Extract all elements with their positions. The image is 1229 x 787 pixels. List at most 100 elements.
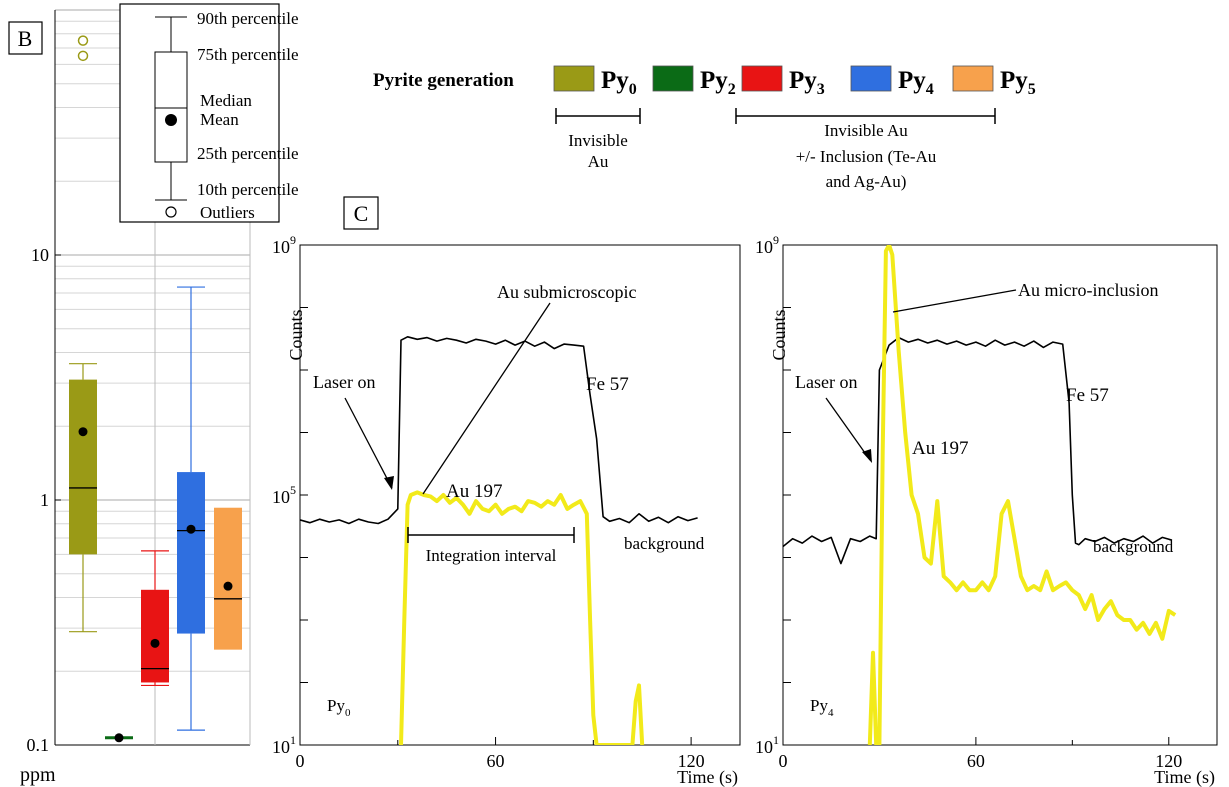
boxplot-legend: 90th percentile 75th percentile Median M… [119, 3, 299, 223]
chart2-x-tick-label: 60 [967, 751, 985, 771]
panel-b-tick-labels: 0.1 1 10 [27, 245, 61, 755]
swatch-label-subscript: 4 [926, 81, 934, 98]
panel-b-tick-label: 0.1 [27, 735, 50, 755]
legend-outlier-marker [165, 206, 177, 218]
annot-laser-on-1: Laser on [313, 372, 375, 392]
box-py4 [177, 472, 205, 634]
chart1-y-tick-exponent: 1 [290, 733, 296, 747]
annot-background-2: background [1093, 537, 1174, 556]
chart2-y-tick-label: 109 [755, 233, 779, 257]
chart2-x-tick-label: 120 [1155, 751, 1182, 771]
panel-b-tick-label: 1 [40, 490, 49, 510]
panel-c-label: C [354, 201, 369, 226]
swatch-label-subscript: 0 [629, 81, 637, 98]
legend-p25: 25th percentile [197, 144, 299, 163]
generation-heading: Pyrite generation [373, 70, 514, 91]
chart2-y-tick-label: 101 [755, 733, 779, 757]
bracket2-line1: Invisible Au [824, 121, 908, 140]
annot-integration-interval: Integration interval [426, 546, 557, 565]
chart1-y-tick-exponent: 9 [290, 233, 296, 247]
swatch-py5 [952, 65, 994, 92]
swatch-label-subscript: 2 [728, 81, 736, 98]
swatch-label-py5: Py5 [1000, 67, 1036, 98]
panel-b-boxplot: B 0.1 1 10 ppm 90th percentile 75th percen… [8, 3, 299, 786]
mean-py4 [186, 524, 196, 534]
mean-py0 [78, 427, 88, 437]
chart1-x-tick-label: 0 [296, 751, 305, 771]
bracket2-line3: and Ag-Au) [826, 172, 907, 191]
chart-py4-signal: 0 60 120 101 109 Counts Time (s) Py4 [755, 233, 1218, 787]
mean-py3 [150, 638, 160, 648]
chart2-y-tick-exponent: 9 [773, 233, 779, 247]
annot-au-submicroscopic-pointer [422, 302, 551, 495]
chart2-x-title: Time (s) [1154, 767, 1215, 787]
box-py3 [141, 589, 169, 683]
panel-b-label: B [18, 26, 33, 51]
bracket2-line2: +/- Inclusion (Te-Au [796, 147, 937, 166]
chart2-series-fe-57 [783, 336, 1173, 565]
chart2-sample-label: Py4 [810, 696, 834, 719]
bracket1-line2: Au [588, 152, 609, 171]
chart2-x-tick-label: 0 [779, 751, 788, 771]
chart1-y-tick-exponent: 5 [290, 483, 296, 497]
chart1-annotations: Au submicroscopic Laser on Fe 57 Au 197 … [313, 282, 705, 565]
legend-outliers: Outliers [200, 203, 255, 222]
chart1-x-tick-label: 60 [487, 751, 505, 771]
annot-au-micro-inclusion: Au micro-inclusion [1018, 280, 1158, 300]
swatch-label-subscript: 3 [817, 81, 825, 98]
chart1-x-title: Time (s) [677, 767, 738, 787]
panel-b-boxes [69, 35, 242, 743]
generation-swatches: Py0 Py2 Py3 Py4 Py5 [553, 65, 1036, 98]
chart1-series-fe-57 [300, 335, 698, 525]
annot-laser-on-2-arrowhead [862, 449, 872, 463]
mean-py5 [223, 581, 233, 591]
swatch-py4 [850, 65, 892, 92]
chart2-sample-subscript: 4 [828, 707, 834, 719]
swatch-label-py3: Py3 [789, 67, 825, 98]
annot-au-submicroscopic: Au submicroscopic [497, 282, 636, 302]
panel-b-tick-label: 10 [31, 245, 49, 265]
chart2-y-tick-exponent: 1 [773, 733, 779, 747]
legend-mean-dot [165, 114, 177, 126]
annot-fe57-1: Fe 57 [586, 374, 629, 395]
annot-fe57-2: Fe 57 [1066, 385, 1109, 406]
swatch-label-py2: Py2 [700, 67, 736, 98]
legend-p90: 90th percentile [197, 9, 299, 28]
chart1-y-tick-label: 101 [272, 733, 296, 757]
panel-b-label-box [8, 21, 43, 55]
legend-p75: 75th percentile [197, 45, 299, 64]
legend-median: Median [200, 91, 252, 110]
chart1-sample-label: Py0 [327, 696, 351, 719]
chart2-annotations: Au micro-inclusion Laser on Fe 57 Au 197… [795, 280, 1174, 556]
panel-c-label-box [343, 196, 379, 230]
chart1-y-tick-label: 105 [272, 483, 296, 507]
bracket1-line1: Invisible [568, 131, 628, 150]
box-py0 [69, 379, 97, 555]
swatch-py3 [741, 65, 783, 92]
swatch-label-py0: Py0 [601, 67, 637, 98]
swatch-py2 [652, 65, 694, 92]
legend-p10: 10th percentile [197, 180, 299, 199]
outlier-py0 [77, 50, 89, 62]
swatch-py0 [553, 65, 595, 92]
chart2-y-title: Counts [769, 309, 789, 360]
chart1-y-tick-label: 109 [272, 233, 296, 257]
annot-background-1: background [624, 534, 705, 553]
chart1-x-tick-label: 120 [678, 751, 705, 771]
box-py5 [214, 507, 242, 650]
annot-au197-1: Au 197 [446, 481, 502, 502]
chart1-sample-subscript: 0 [345, 707, 351, 719]
mean-py2 [114, 733, 124, 743]
swatch-label-py4: Py4 [898, 67, 934, 98]
swatch-label-subscript: 5 [1028, 81, 1036, 98]
pyrite-generation-legend: Pyrite generation Py0 Py2 Py3 Py4 Py5 Invisi… [373, 65, 1036, 191]
annot-au197-2: Au 197 [912, 438, 968, 459]
legend-box [154, 51, 188, 163]
boxplot-legend-frame [119, 3, 280, 223]
annot-laser-on-1-arrow [344, 397, 393, 489]
outlier-py0 [77, 35, 89, 46]
legend-mean: Mean [200, 110, 239, 129]
annot-laser-on-1-arrowhead [384, 476, 394, 490]
